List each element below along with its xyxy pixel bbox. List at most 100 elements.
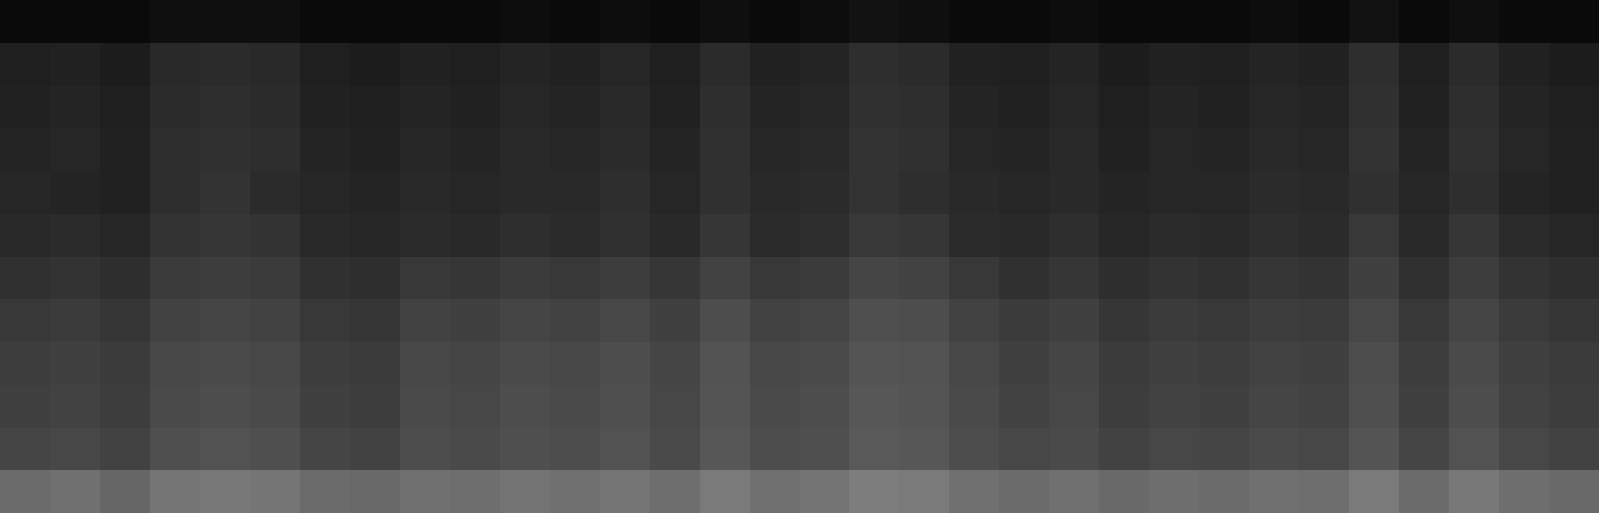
cell: [1099, 470, 1150, 513]
cell: [1299, 385, 1350, 428]
cell: [1399, 86, 1450, 129]
cell: [200, 470, 251, 513]
cell: [1149, 214, 1200, 257]
cell: [250, 128, 301, 171]
cell: [1149, 342, 1200, 385]
cell: [1249, 257, 1300, 300]
cell: [50, 342, 101, 385]
cell: [450, 214, 501, 257]
cell: [300, 385, 351, 428]
cell: [949, 214, 1000, 257]
cell: [1049, 86, 1100, 129]
cell: [250, 257, 301, 300]
cell: [899, 0, 950, 43]
cell: [1199, 43, 1250, 86]
cell: [1399, 128, 1450, 171]
cell: [150, 470, 201, 513]
cell: [800, 428, 851, 471]
cell: [1449, 128, 1500, 171]
cell: [1199, 128, 1250, 171]
cell: [1399, 0, 1450, 43]
cell: [50, 257, 101, 300]
cell: [750, 257, 801, 300]
cell: [800, 299, 851, 342]
cell: [700, 385, 751, 428]
cell: [1449, 86, 1500, 129]
cell: [1349, 257, 1400, 300]
cell: [350, 171, 401, 214]
cell: [450, 128, 501, 171]
cell: [750, 171, 801, 214]
cell: [700, 299, 751, 342]
cell: [849, 171, 900, 214]
cell: [550, 385, 601, 428]
cell: [600, 128, 651, 171]
cell: [1549, 385, 1599, 428]
cell: [949, 257, 1000, 300]
cell: [550, 470, 601, 513]
cell: [500, 385, 551, 428]
cell: [1449, 342, 1500, 385]
cell: [700, 0, 751, 43]
cell: [700, 214, 751, 257]
cell: [1249, 342, 1300, 385]
cell: [700, 428, 751, 471]
cell: [400, 0, 451, 43]
cell: [1049, 171, 1100, 214]
cell: [1199, 299, 1250, 342]
cell: [400, 128, 451, 171]
cell: [400, 214, 451, 257]
cell: [1449, 257, 1500, 300]
cell: [1449, 385, 1500, 428]
cell: [1549, 342, 1599, 385]
cell: [250, 385, 301, 428]
cell: [1499, 0, 1550, 43]
cell: [1349, 470, 1400, 513]
cell: [150, 257, 201, 300]
cell: [899, 342, 950, 385]
cell: [999, 128, 1050, 171]
cell: [0, 214, 51, 257]
cell: [450, 43, 501, 86]
cell: [200, 0, 251, 43]
cell: [200, 428, 251, 471]
cell: [949, 385, 1000, 428]
cell: [1249, 0, 1300, 43]
cell: [949, 299, 1000, 342]
cell: [1299, 128, 1350, 171]
cell: [0, 171, 51, 214]
cell: [949, 171, 1000, 214]
cells: [0, 0, 1599, 513]
cell: [400, 257, 451, 300]
cell: [750, 43, 801, 86]
cell: [849, 0, 900, 43]
cell: [1449, 470, 1500, 513]
cell: [100, 428, 151, 471]
cell: [300, 171, 351, 214]
cell: [50, 470, 101, 513]
cell: [600, 428, 651, 471]
cell: [1299, 428, 1350, 471]
cell: [949, 428, 1000, 471]
cell: [999, 385, 1050, 428]
cell: [350, 43, 401, 86]
cell: [600, 385, 651, 428]
cell: [550, 342, 601, 385]
cell: [550, 428, 601, 471]
cell: [1199, 171, 1250, 214]
cell: [200, 171, 251, 214]
cell: [600, 86, 651, 129]
cell: [400, 385, 451, 428]
cell: [1149, 299, 1200, 342]
cell: [800, 171, 851, 214]
cell: [1399, 385, 1450, 428]
cell: [1149, 86, 1200, 129]
cell: [1349, 299, 1400, 342]
cell: [849, 342, 900, 385]
cell: [999, 342, 1050, 385]
cell: [550, 171, 601, 214]
cell: [1149, 43, 1200, 86]
cell: [1149, 428, 1200, 471]
cell: [1349, 428, 1400, 471]
cell: [450, 385, 501, 428]
